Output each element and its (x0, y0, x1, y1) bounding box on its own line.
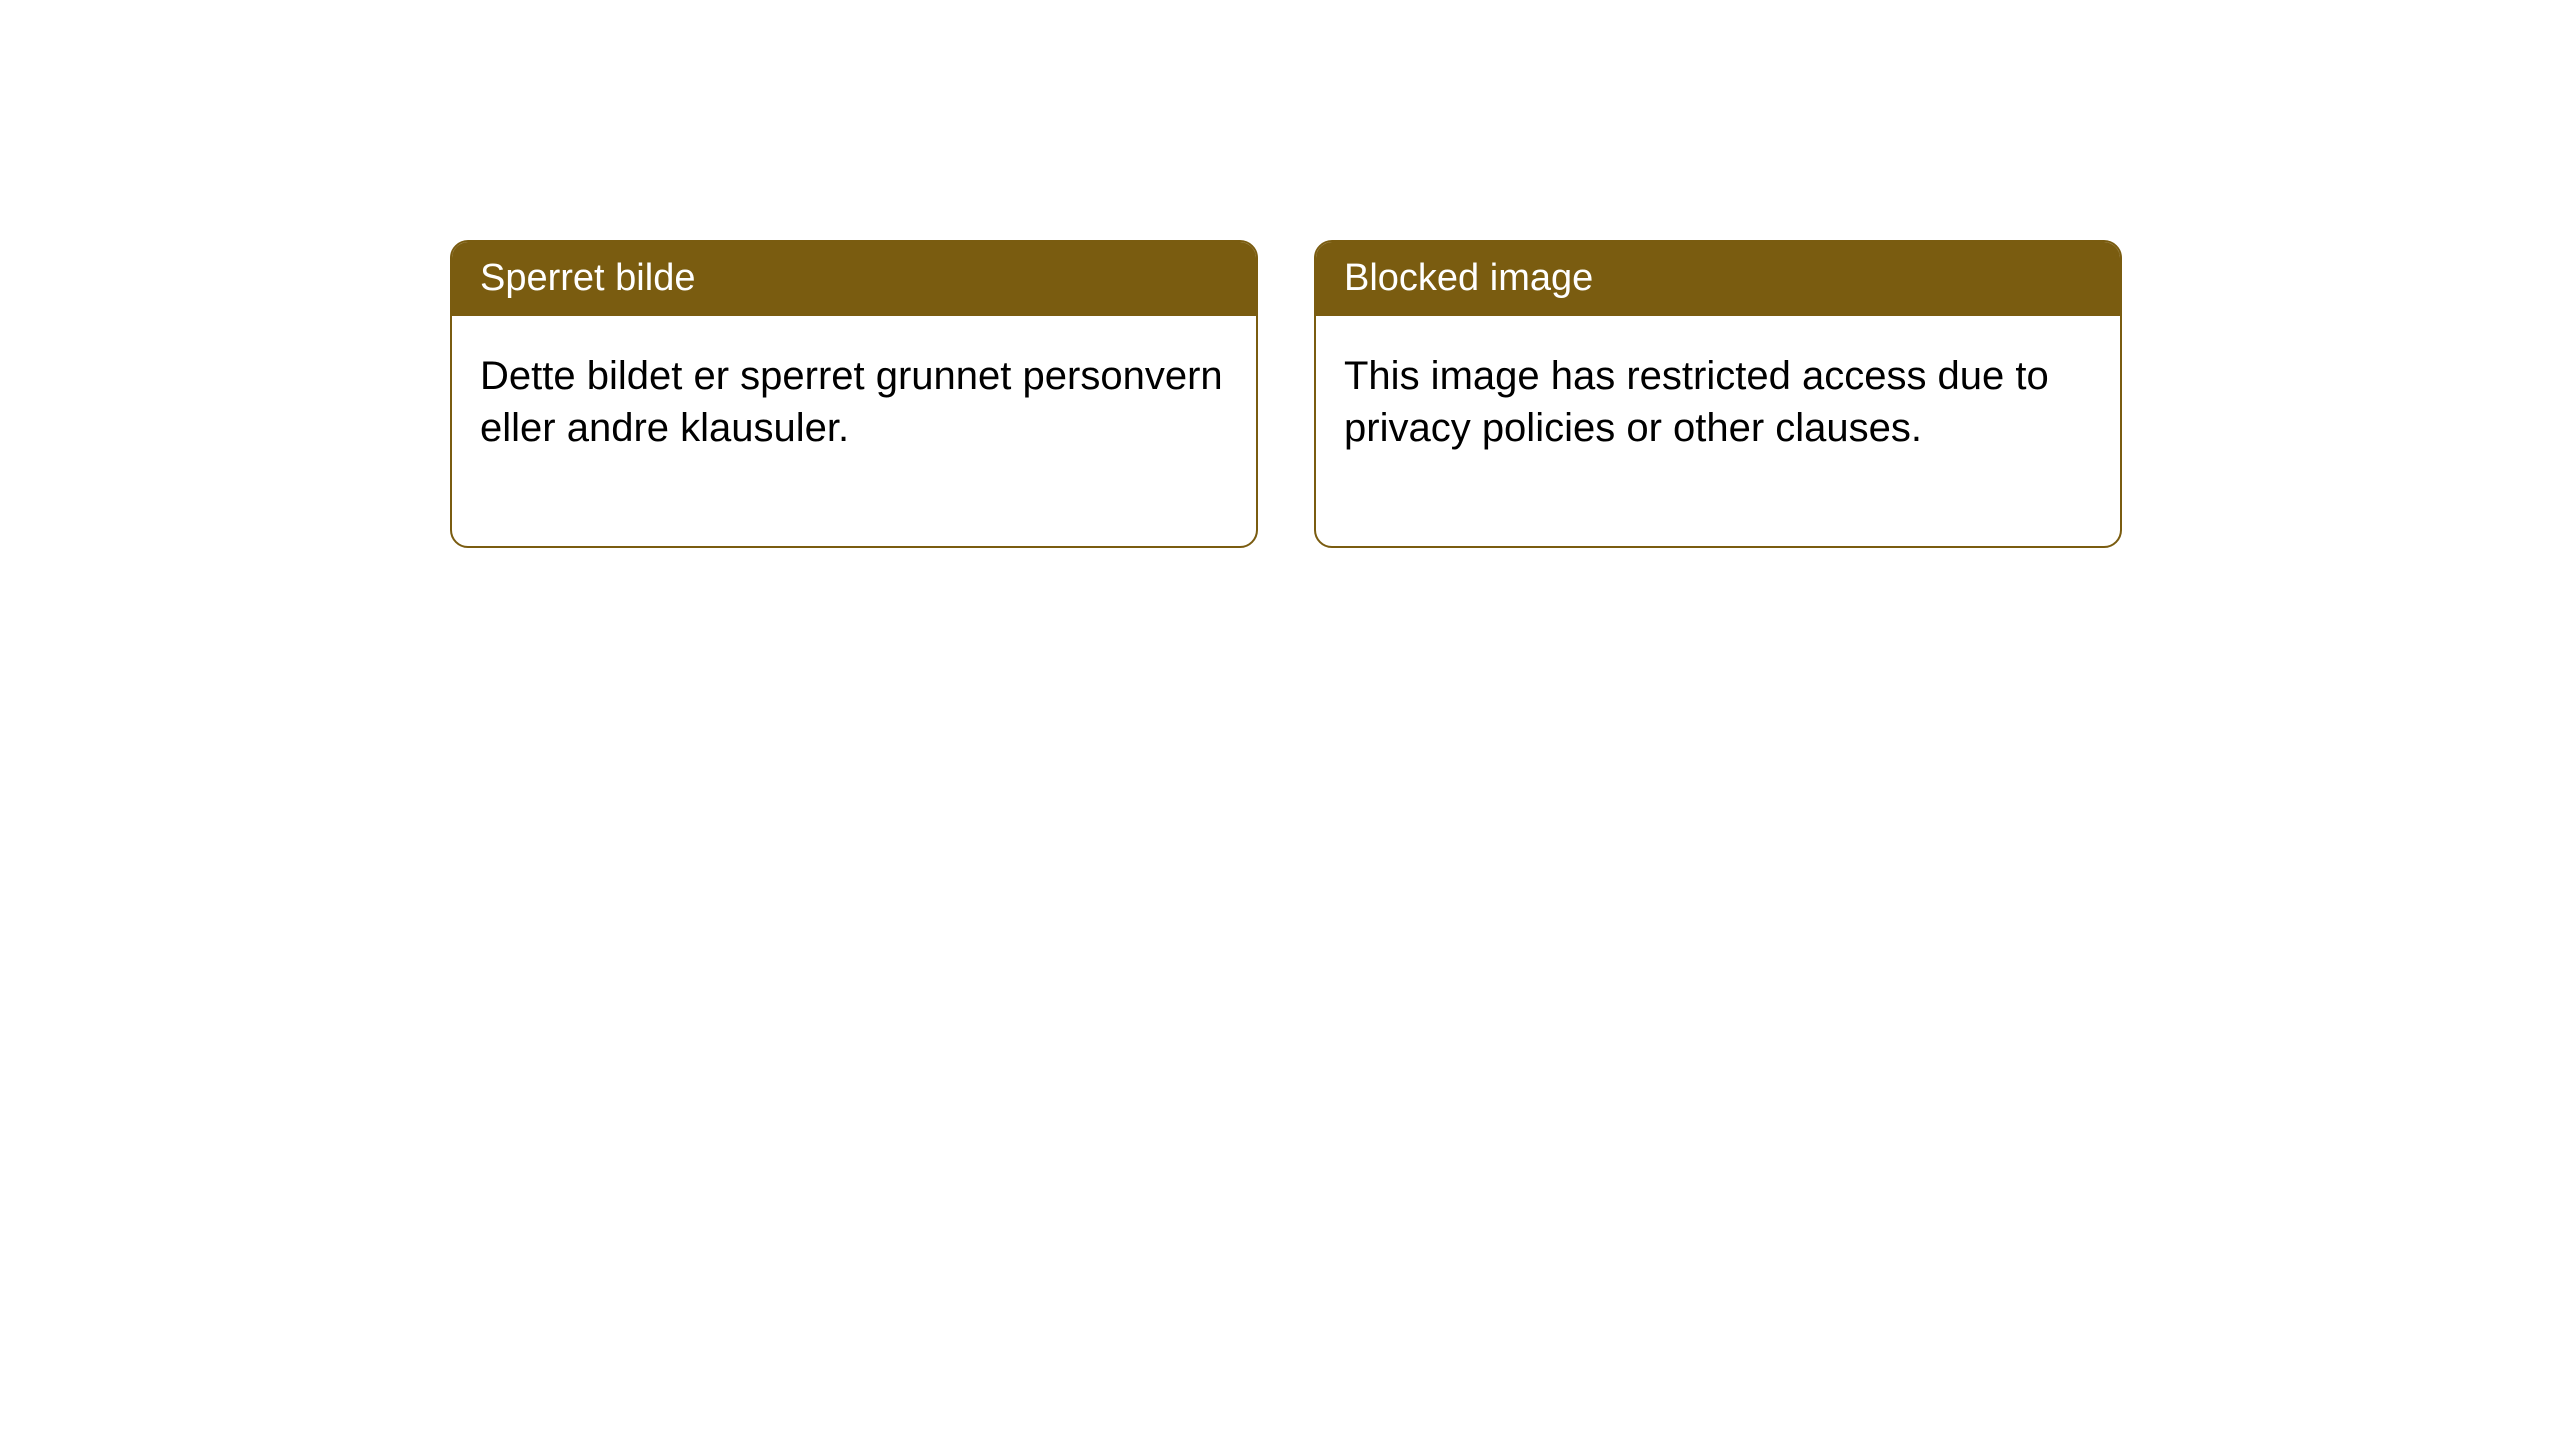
notice-header-english: Blocked image (1316, 242, 2120, 316)
notice-body-english: This image has restricted access due to … (1316, 316, 2120, 546)
notice-card-english: Blocked image This image has restricted … (1314, 240, 2122, 548)
notice-body-norwegian: Dette bildet er sperret grunnet personve… (452, 316, 1256, 546)
notice-container: Sperret bilde Dette bildet er sperret gr… (450, 240, 2122, 548)
notice-header-norwegian: Sperret bilde (452, 242, 1256, 316)
notice-card-norwegian: Sperret bilde Dette bildet er sperret gr… (450, 240, 1258, 548)
